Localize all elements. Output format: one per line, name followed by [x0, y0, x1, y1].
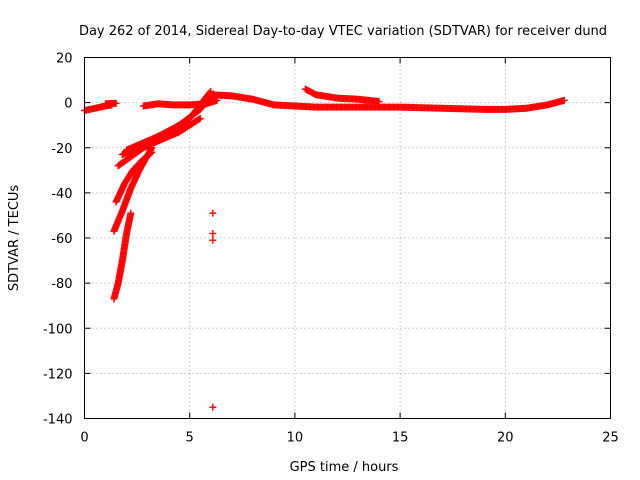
- plot-frame: [84, 57, 611, 419]
- y-tick-label: -80: [51, 277, 72, 292]
- data-point: [209, 209, 217, 217]
- data-point: [375, 97, 383, 105]
- data-point: [209, 229, 217, 237]
- y-tick-label: -60: [51, 232, 72, 247]
- data-point: [209, 403, 217, 411]
- data-point: [112, 99, 120, 107]
- x-tick-label: 5: [186, 431, 194, 446]
- data-point: [207, 87, 215, 95]
- data-point: [195, 115, 203, 123]
- data-series-sdtvar: [81, 85, 568, 411]
- y-tick-label: -100: [43, 322, 73, 337]
- x-axis-label: GPS time / hours: [290, 460, 399, 475]
- y-tick-label: -20: [51, 142, 72, 157]
- data-point: [209, 236, 217, 244]
- axis-ticks: 20 0 -20 -40 -60 -80 -100 -120 -140 0 5 10 15 20 25: [43, 52, 619, 446]
- y-tick-label: -40: [51, 187, 72, 202]
- data-point: [147, 149, 155, 157]
- x-tick-label: 20: [497, 431, 514, 446]
- chart-title: Day 262 of 2014, Sidereal Day-to-day VTE…: [79, 24, 607, 39]
- y-axis-label: SDTVAR / TECUs: [7, 185, 22, 292]
- grid: [84, 57, 611, 419]
- data-point: [196, 114, 204, 122]
- y-tick-label: -140: [43, 413, 73, 428]
- y-tick-label: -120: [43, 367, 73, 382]
- x-tick-label: 25: [602, 431, 619, 446]
- x-tick-label: 0: [80, 431, 88, 446]
- data-point: [206, 88, 214, 96]
- data-point: [560, 96, 568, 104]
- y-tick-label: 0: [64, 97, 72, 112]
- data-point: [148, 148, 156, 156]
- data-point: [127, 209, 135, 217]
- x-tick-label: 10: [287, 431, 304, 446]
- y-tick-label: 20: [56, 52, 73, 67]
- x-tick-label: 15: [392, 431, 409, 446]
